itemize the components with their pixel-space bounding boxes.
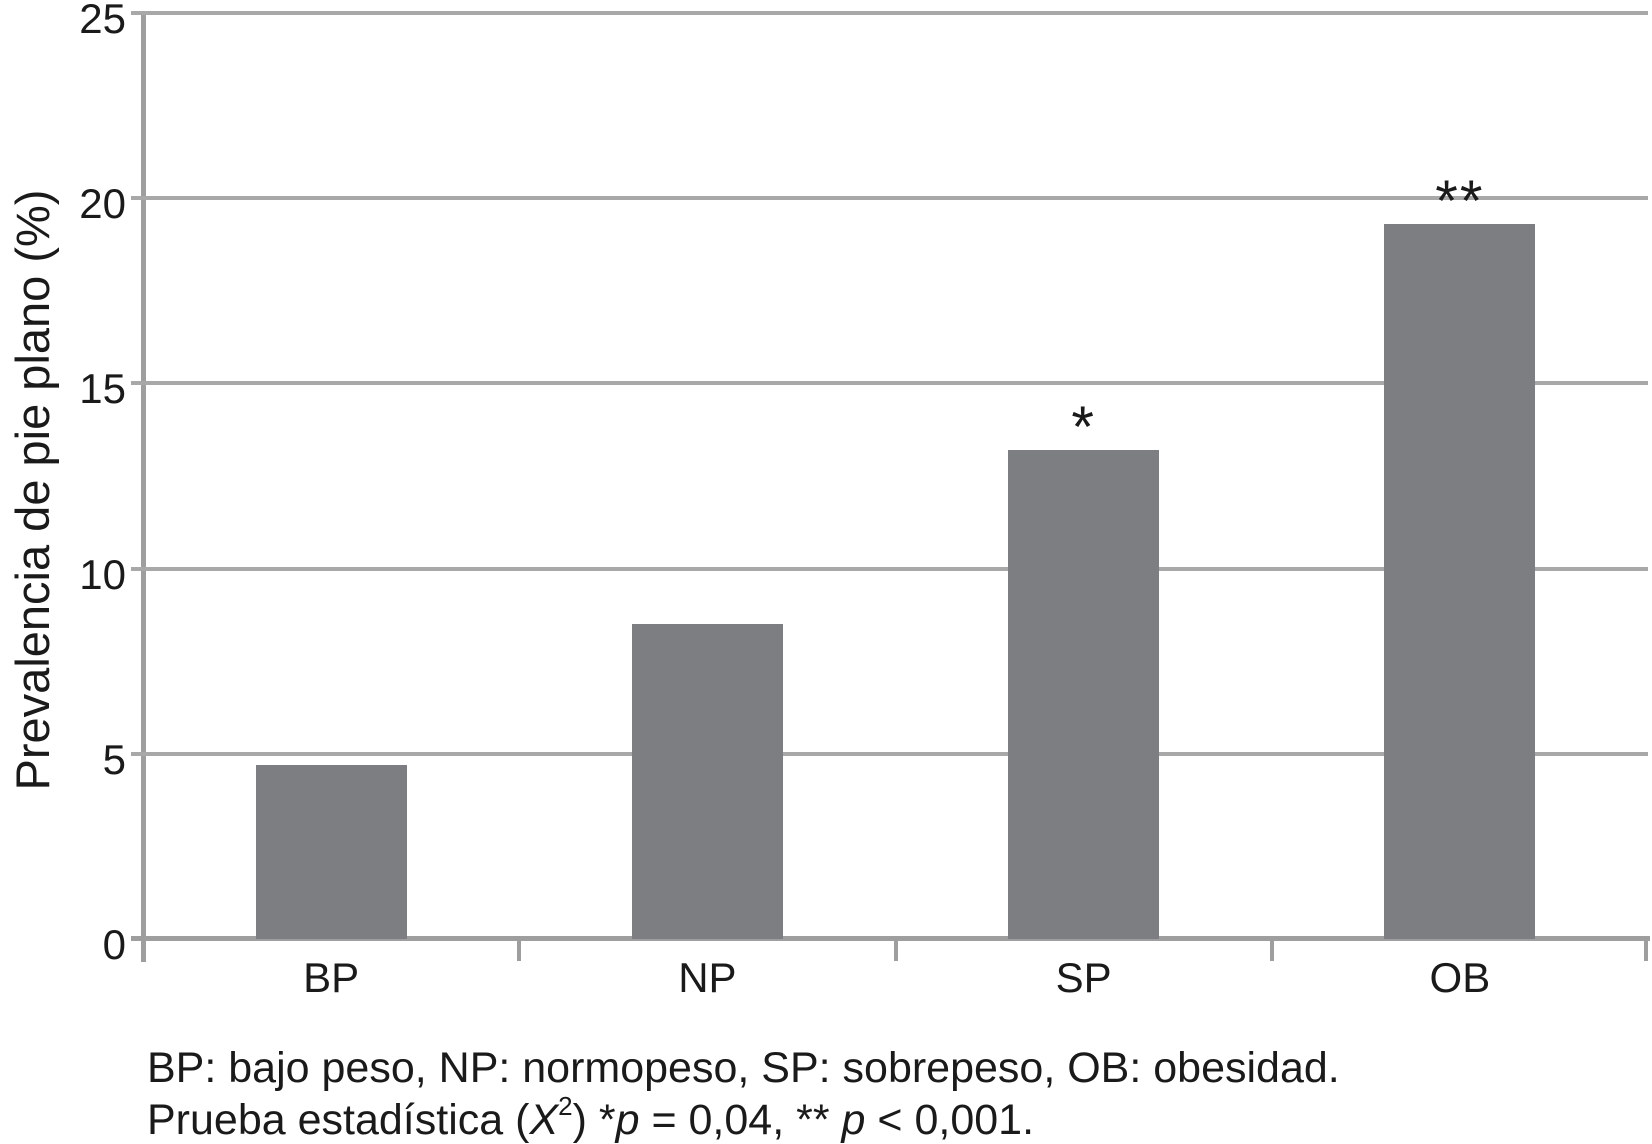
significance-marker-OB: ** <box>1435 169 1485 234</box>
significance-marker-SP: * <box>1071 395 1096 460</box>
x-tick-label-OB: OB <box>1429 954 1491 1001</box>
y-tick-label-5: 5 <box>102 735 126 783</box>
x-axis-tick <box>141 941 145 961</box>
x-axis-line <box>131 936 1650 941</box>
caption-line-1: BP: bajo peso, NP: normopeso, SP: sobrep… <box>147 1044 1340 1092</box>
y-axis-line <box>141 11 146 962</box>
gridline-15 <box>131 381 1648 386</box>
y-tick-label-20: 20 <box>79 180 126 228</box>
gridline-5 <box>131 751 1648 756</box>
x-axis-tick <box>893 941 898 961</box>
bar-NP <box>631 624 783 939</box>
y-axis-title: Prevalencia de pie plano (%) <box>6 189 59 791</box>
y-tick-label-0: 0 <box>102 921 126 968</box>
x-axis-tick <box>1644 941 1648 961</box>
y-tick-label-10: 10 <box>79 550 126 598</box>
bar-OB <box>1384 224 1536 939</box>
figure-caption: BP: bajo peso, NP: normopeso, SP: sobrep… <box>147 1042 1340 1144</box>
y-tick-label-15: 15 <box>79 365 126 413</box>
gridline-20 <box>131 196 1648 201</box>
y-tick-label-25: 25 <box>79 0 126 42</box>
x-tick-label-NP: NP <box>678 954 737 1001</box>
bar-SP <box>1008 450 1160 939</box>
x-axis-tick <box>1269 941 1274 961</box>
caption-line-2: Prueba estadística (X2) *p = 0,04, ** p … <box>147 1090 1035 1144</box>
x-tick-label-BP: BP <box>303 954 360 1001</box>
x-tick-label-SP: SP <box>1055 954 1112 1001</box>
x-axis-tick <box>517 941 522 961</box>
gridline-25 <box>131 11 1648 15</box>
gridline-10 <box>131 566 1648 571</box>
chi-exponent: 2 <box>558 1090 573 1121</box>
chi-symbol: X <box>529 1096 559 1144</box>
bar-BP <box>255 765 407 939</box>
